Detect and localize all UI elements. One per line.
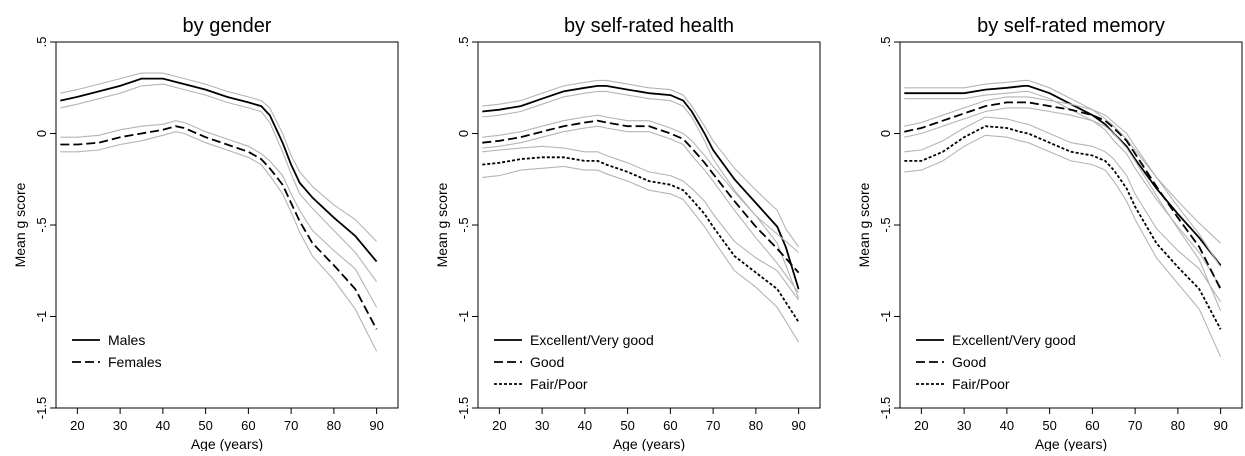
ci-upper-fair-poor [482,145,800,301]
y-tick-label: -1 [34,311,49,323]
x-tick-label: 60 [1085,418,1099,433]
x-tick-label: 90 [791,418,805,433]
chart-title: by self-rated health [564,15,734,37]
chart-panel-1: by gender .5 0 -.5 -1 -1.5 20 30 40 50 60 70 80 90 Age… [12,15,399,452]
x-tick-label: 20 [914,418,928,433]
legend-label-excellent-very-good: Excellent/Very good [952,332,1076,348]
ci-lower-excellent-very-good [904,90,1222,288]
y-tick-label: .5 [34,37,49,48]
x-tick-label: 90 [1213,418,1227,433]
x-tick-label: 20 [492,418,506,433]
x-tick-label: 80 [327,418,341,433]
legend-label-good: Good [952,354,986,370]
legend-label-good: Good [530,354,564,370]
y-tick-label: 0 [34,130,49,137]
legend-label-excellent-very-good: Excellent/Very good [530,332,654,348]
ci-upper-good [904,96,1222,268]
series-line-good [904,101,1222,290]
x-tick-label: 60 [663,418,677,433]
series-line-good [482,119,800,274]
ci-upper-fair-poor [904,116,1222,303]
y-tick-label: 0 [456,130,471,137]
x-tick-label: 50 [1042,418,1056,433]
ci-upper-excellent-very-good [482,79,800,248]
y-tick-label: .5 [878,37,893,48]
series-line-fair-poor [482,156,800,323]
x-tick-label: 30 [535,418,549,433]
x-tick-label: 90 [369,418,383,433]
x-axis-label: Age (years) [1035,436,1107,451]
series-line-females [60,125,378,330]
y-tick-label: 0 [878,130,893,137]
x-tick-label: 80 [749,418,763,433]
y-axis-label: Mean g score [856,182,872,267]
y-tick-label: -1 [878,311,893,323]
legend-label-males: Males [108,332,145,348]
x-tick-label: 70 [706,418,720,433]
legend-label-females: Females [108,354,162,370]
x-tick-label: 40 [1000,418,1014,433]
ci-upper-females [60,120,378,308]
ci-lower-fair-poor [482,165,800,343]
x-tick-label: 40 [156,418,170,433]
x-tick-label: 50 [198,418,212,433]
ci-lower-good [482,125,800,294]
series-line-excellent-very-good [904,85,1222,266]
series-line-excellent-very-good [482,85,800,290]
x-tick-label: 40 [578,418,592,433]
y-axis-label: Mean g score [12,182,28,267]
ci-lower-females [60,131,378,352]
x-tick-label: 60 [241,418,255,433]
series-line-fair-poor [904,125,1222,330]
ci-lower-good [904,107,1222,312]
ci-lower-males [60,83,378,283]
y-tick-label: -.5 [456,217,471,232]
x-tick-label: 30 [957,418,971,433]
chart-title: by gender [183,15,272,37]
x-axis-label: Age (years) [613,436,685,451]
x-axis-label: Age (years) [191,436,263,451]
ci-lower-excellent-very-good [482,90,800,299]
y-tick-label: -1 [456,311,471,323]
y-tick-label: .5 [456,37,471,48]
y-tick-label: -1.5 [456,397,471,419]
chart-title: by self-rated memory [977,15,1165,37]
ci-upper-good [482,114,799,253]
ci-upper-males [60,72,377,242]
ci-lower-fair-poor [904,134,1222,358]
x-tick-label: 20 [70,418,84,433]
x-tick-label: 70 [284,418,298,433]
y-tick-label: -1.5 [878,397,893,419]
y-tick-label: -.5 [878,217,893,232]
series-line-males [60,77,378,263]
chart-panel-3: by self-rated memory .5 0 -.5 -1 -1.5 20 30 40 50… [856,15,1243,452]
y-tick-label: -.5 [34,217,49,232]
x-tick-label: 80 [1171,418,1185,433]
x-tick-label: 30 [113,418,127,433]
legend-label-fair-poor: Fair/Poor [530,376,588,392]
legend-label-fair-poor: Fair/Poor [952,376,1010,392]
y-tick-label: -1.5 [34,397,49,419]
x-tick-label: 50 [620,418,634,433]
x-tick-label: 70 [1128,418,1142,433]
chart-panel-2: by self-rated health .5 0 -.5 -1 -1.5 20 30 40 50… [434,15,821,452]
y-axis-label: Mean g score [434,182,450,267]
